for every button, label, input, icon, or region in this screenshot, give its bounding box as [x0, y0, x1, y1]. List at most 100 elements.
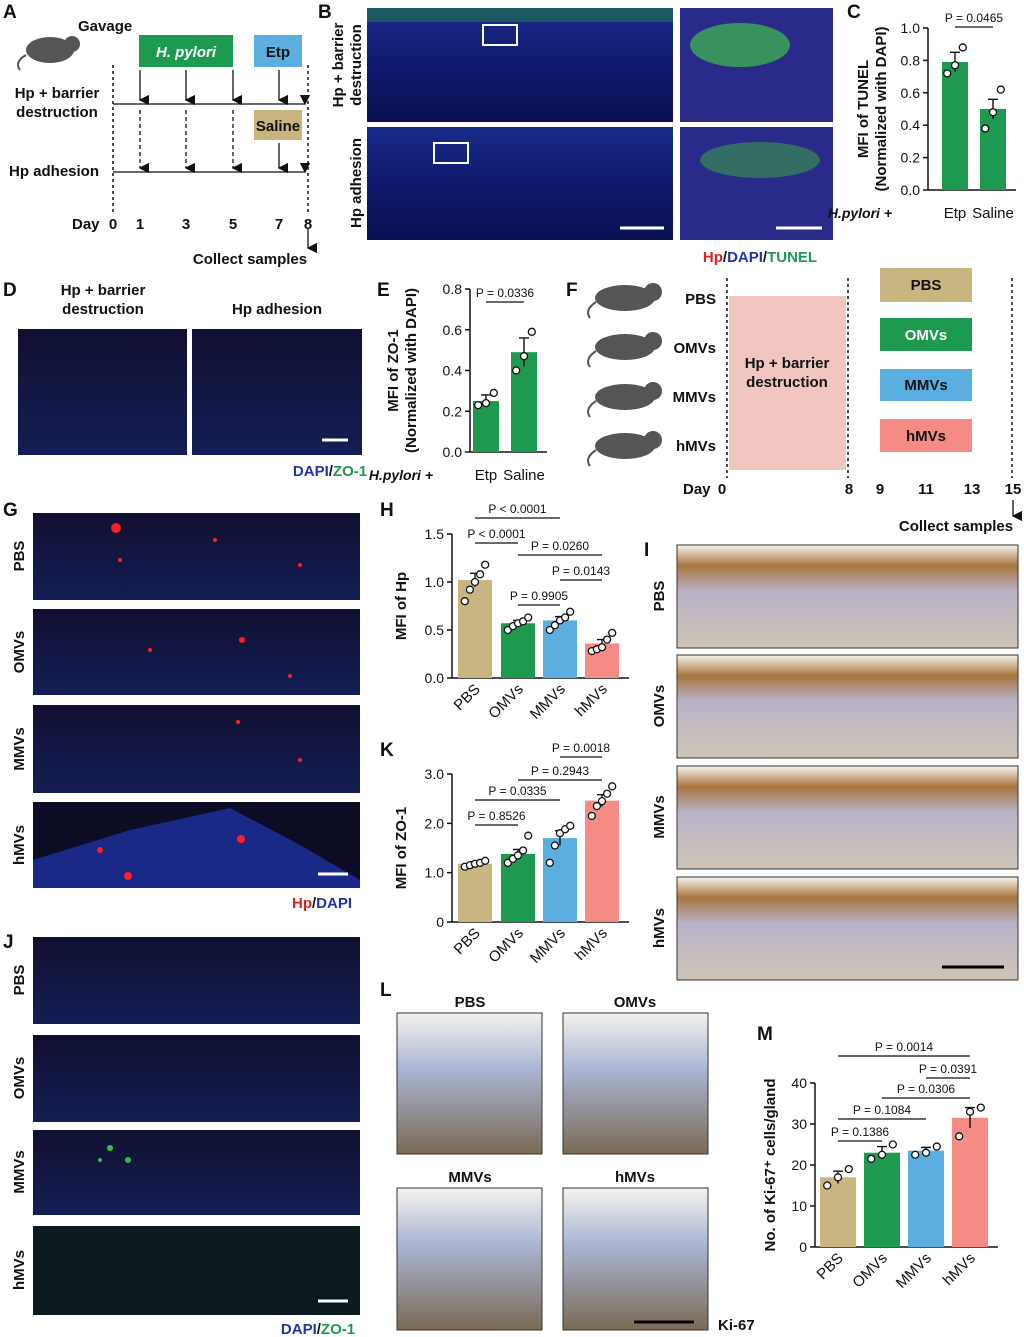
bar [864, 1152, 900, 1247]
row-label: MMVs [651, 795, 668, 838]
box [880, 268, 972, 302]
panel-b-images: Hp + barrier destruction Hp adhesion Hp/… [330, 8, 833, 266]
label: destruction [746, 374, 828, 391]
data-point [602, 635, 612, 644]
panel-d-images: Hp + barrier destruction Hp adhesion DAP… [18, 282, 367, 480]
stain: Hp [292, 895, 312, 912]
row-label: OMVs [11, 1057, 28, 1100]
panel-letter: F [566, 280, 578, 301]
y-tick-label: 0.0 [425, 670, 445, 686]
y-axis-label: (Normalized with DAPI) [403, 288, 420, 453]
row-label: PBS [11, 965, 28, 996]
mouse-icon [587, 350, 597, 368]
label: Collect samples [899, 518, 1013, 535]
row-label: OMVs [11, 631, 28, 674]
micrograph [33, 609, 360, 695]
separator: / [329, 463, 334, 480]
column-label: MMVs [448, 1169, 491, 1186]
row-label: destruction [348, 24, 365, 106]
y-tick-label: 0.6 [901, 85, 921, 101]
column-label: Hp + barrier [61, 282, 146, 299]
panel-a-schematic: Gavage H. pylori Etp Saline Hp + barrier… [9, 18, 318, 268]
data-point [608, 782, 617, 791]
x-tick-label: Etp [944, 205, 967, 222]
p-value: P < 0.0001 [488, 502, 546, 516]
p-value: P = 0.0335 [488, 784, 546, 798]
mouse-icon [644, 332, 662, 350]
data-point [460, 597, 469, 606]
box [254, 35, 302, 67]
row-label: Hp adhesion [348, 138, 365, 228]
mice [587, 283, 662, 467]
micrograph [33, 513, 360, 600]
micrograph [367, 127, 673, 240]
data-point [823, 1181, 832, 1190]
panel-letter: A [3, 2, 17, 23]
data-point [602, 789, 612, 798]
micrograph [676, 765, 1019, 870]
bar [458, 580, 492, 678]
micrograph [562, 1187, 709, 1331]
day-label: 11 [918, 481, 934, 498]
y-tick-label: 10 [791, 1198, 807, 1214]
data-point [518, 846, 528, 855]
box [139, 35, 233, 67]
label: Day [72, 216, 100, 233]
y-tick-label: 0 [436, 914, 444, 930]
row-label: MMVs [11, 1150, 28, 1193]
y-tick-label: 0.5 [425, 622, 445, 638]
data-point [844, 1164, 853, 1174]
micrograph [33, 937, 360, 1024]
data-point [481, 398, 491, 408]
bar [473, 401, 499, 452]
y-tick-label: 0.2 [901, 150, 921, 166]
y-tick-label: 2.0 [425, 815, 445, 831]
label: H. pylori [156, 44, 217, 61]
data-point [932, 1142, 941, 1151]
data-point [481, 856, 490, 865]
mouse-icon [587, 400, 597, 418]
label: Gavage [78, 18, 132, 35]
x-prefix-label: H.pylori + [369, 467, 433, 483]
column-label: PBS [455, 994, 486, 1011]
micrograph-overlay [690, 23, 790, 67]
y-axis-label: MFI of ZO-1 [385, 329, 402, 412]
column-label: destruction [62, 301, 144, 318]
box-label: OMVs [905, 327, 948, 344]
box-label: hMVs [906, 428, 946, 445]
x-tick-label: hMVs [572, 925, 611, 964]
data-point [545, 858, 554, 867]
label: Day [683, 481, 711, 498]
p-value: P = 0.0336 [476, 286, 534, 300]
micrograph-overlay [700, 142, 820, 178]
box [729, 296, 846, 470]
data-point [608, 628, 617, 638]
y-tick-label: 30 [791, 1116, 807, 1132]
column-label: OMVs [614, 994, 657, 1011]
data-point [950, 61, 960, 70]
data-point [597, 643, 607, 652]
separator: / [312, 895, 317, 912]
data-point [867, 1154, 876, 1163]
panel-letter: G [3, 500, 18, 521]
bar [585, 800, 619, 922]
label: Etp [266, 44, 290, 61]
stain: DAPI [293, 463, 329, 480]
y-tick-label: 1.0 [425, 574, 445, 590]
stain-legend: DAPI/ZO-1 [281, 1321, 355, 1337]
x-tick-label: Etp [475, 467, 498, 484]
mouse-icon [26, 37, 74, 63]
x-prefix-label: H.pylori + [828, 205, 892, 221]
data-point [587, 811, 596, 821]
y-tick-label: 1.5 [425, 526, 445, 542]
separator: / [317, 1321, 322, 1337]
group-label: MMVs [673, 389, 716, 406]
data-point [943, 69, 952, 78]
micrograph [33, 705, 360, 793]
p-value: P = 0.0391 [919, 1062, 977, 1076]
day-label: 7 [275, 216, 283, 233]
y-axis-label: MFI of Hp [393, 572, 410, 640]
mouse-icon [587, 449, 597, 467]
mouse-icon [595, 334, 655, 360]
